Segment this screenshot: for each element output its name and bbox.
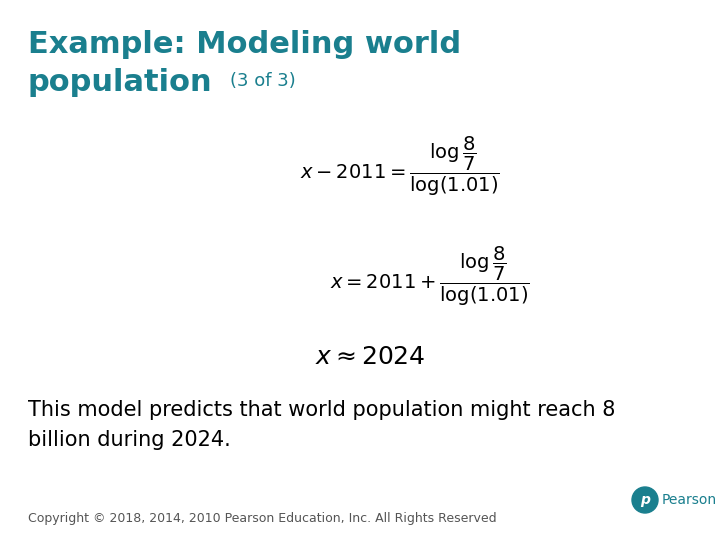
Text: billion during 2024.: billion during 2024.	[28, 430, 230, 450]
Circle shape	[632, 487, 658, 513]
Text: (3 of 3): (3 of 3)	[230, 72, 296, 90]
Text: Pearson: Pearson	[662, 493, 717, 507]
Text: This model predicts that world population might reach 8: This model predicts that world populatio…	[28, 400, 616, 420]
Text: $x = 2011 + \dfrac{\log\dfrac{8}{7}}{\log(1.01)}$: $x = 2011 + \dfrac{\log\dfrac{8}{7}}{\lo…	[330, 245, 530, 308]
Text: $x - 2011 = \dfrac{\log\dfrac{8}{7}}{\log(1.01)}$: $x - 2011 = \dfrac{\log\dfrac{8}{7}}{\lo…	[300, 135, 500, 198]
Text: Copyright © 2018, 2014, 2010 Pearson Education, Inc. All Rights Reserved: Copyright © 2018, 2014, 2010 Pearson Edu…	[28, 512, 497, 525]
Text: $x \approx 2024$: $x \approx 2024$	[315, 345, 426, 369]
Text: Example: Modeling world: Example: Modeling world	[28, 30, 461, 59]
Text: population: population	[28, 68, 212, 97]
Text: p: p	[640, 493, 650, 507]
